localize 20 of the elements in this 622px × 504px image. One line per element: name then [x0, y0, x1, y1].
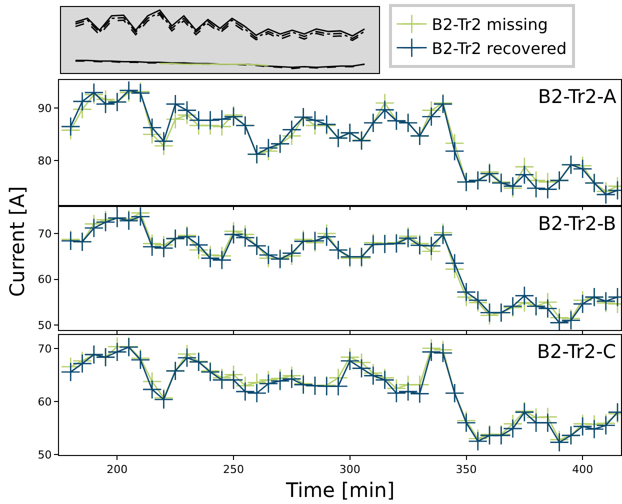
- y-tick-label: 90: [38, 102, 52, 116]
- x-axis-title: Time [min]: [285, 478, 395, 502]
- y-tick-label: 50: [38, 448, 52, 462]
- y-tick-label: 60: [38, 395, 52, 408]
- chart-title: B2-Tr2-B: [538, 213, 616, 235]
- chart-title: B2-Tr2-A: [538, 86, 616, 108]
- chart-title: B2-Tr2-C: [537, 341, 616, 363]
- x-tick-label: 400: [572, 463, 594, 476]
- x-tick-label: 200: [106, 463, 128, 476]
- x-tick-label: 350: [456, 463, 477, 476]
- y-tick-label: 50: [38, 318, 52, 332]
- x-tick-label: 250: [223, 463, 244, 476]
- y-tick-label: 70: [38, 227, 52, 240]
- y-tick-label: 70: [38, 342, 52, 356]
- legend-label: B2-Tr2 missing: [432, 15, 548, 34]
- y-axis-title: Current [A]: [5, 186, 30, 297]
- y-tick-label: 60: [38, 273, 52, 286]
- x-tick-label: 300: [339, 463, 360, 476]
- y-tick-label: 80: [38, 154, 52, 168]
- legend-label: B2-Tr2 recovered: [432, 38, 567, 58]
